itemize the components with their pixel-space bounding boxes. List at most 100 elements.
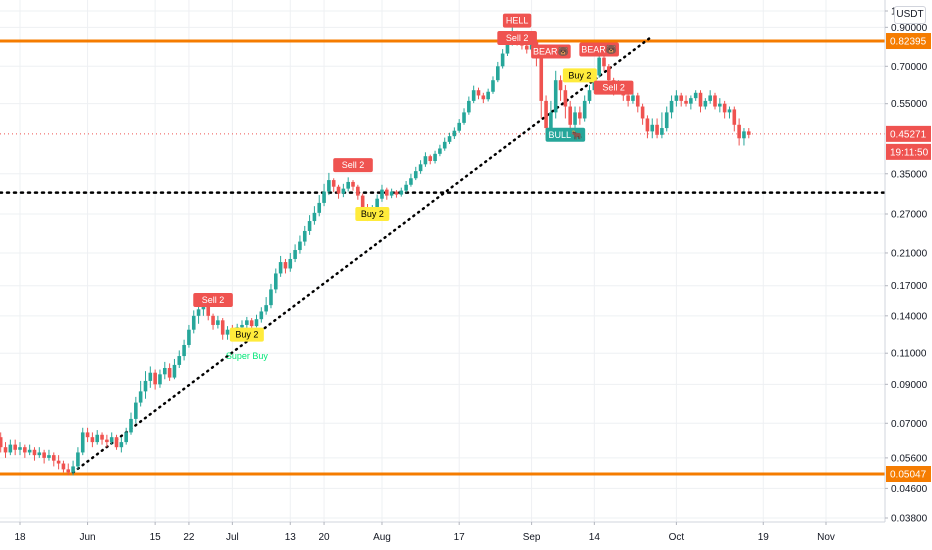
candle-body xyxy=(423,156,428,165)
candle-body xyxy=(182,344,186,357)
candle-body xyxy=(32,449,37,456)
candle-body xyxy=(341,188,346,194)
candle-body xyxy=(13,444,17,450)
candle-body xyxy=(722,103,727,113)
candle-body xyxy=(404,184,408,191)
candle-body xyxy=(476,90,481,96)
candle-body xyxy=(346,181,350,189)
candle-body xyxy=(167,367,172,378)
candle-body xyxy=(679,95,684,101)
candle-body xyxy=(109,437,114,443)
time-tick-label: Sep xyxy=(523,532,541,543)
candle-body xyxy=(650,124,655,132)
candle-body xyxy=(37,452,42,456)
candle-body xyxy=(162,367,167,375)
price-tick-label: 0.17000 xyxy=(891,281,928,292)
candle-body xyxy=(61,463,66,470)
candle-body xyxy=(172,364,177,378)
candle-body xyxy=(669,100,674,113)
signal-label: Buy 2 xyxy=(361,209,384,219)
candle-body xyxy=(100,434,104,440)
time-tick-label: Nov xyxy=(817,532,835,543)
signal-badge xyxy=(579,42,619,57)
candle-body xyxy=(216,320,220,325)
candle-body xyxy=(360,195,365,208)
signal-markers: HELL Sell 2 BEAR🐻 BEAR🐻 Buy 2 Sell 2 BULL🐂 Sell… xyxy=(193,13,634,361)
candle-body xyxy=(640,106,645,119)
grid xyxy=(0,0,885,522)
candle-body xyxy=(220,320,225,335)
candle-body xyxy=(660,128,664,135)
candle-body xyxy=(95,434,100,443)
signal-badge xyxy=(355,206,390,221)
candle-body xyxy=(713,95,717,107)
signal-badge xyxy=(229,327,264,342)
candle-body xyxy=(158,374,162,385)
candle-body xyxy=(124,432,128,443)
candle-body xyxy=(18,447,22,450)
price-tick-label: 0.09000 xyxy=(891,380,928,391)
time-tick-label: 18 xyxy=(14,532,26,543)
signal-label: Sell 2 xyxy=(342,160,365,170)
candle-body xyxy=(177,356,182,365)
signal-label: BEAR🐻 xyxy=(581,44,617,55)
candle-body xyxy=(727,109,732,113)
candle-body xyxy=(524,45,529,50)
signal-badge xyxy=(497,31,537,46)
candle-body xyxy=(264,305,268,312)
candle-body xyxy=(27,449,32,453)
candle-body xyxy=(462,112,466,123)
time-tick-label: 19 xyxy=(758,532,770,543)
price-tick-label: 0.14000 xyxy=(891,311,928,322)
candle-body xyxy=(582,100,587,119)
candle-body xyxy=(322,191,326,203)
candle-body xyxy=(496,66,500,81)
price-tick-label: 0.21000 xyxy=(891,248,928,259)
candle-body xyxy=(607,66,611,81)
candle-body xyxy=(278,262,283,274)
candle-body xyxy=(187,329,191,345)
candle-body xyxy=(442,141,447,149)
time-axis-panel xyxy=(0,522,932,550)
candle-body xyxy=(684,100,688,104)
price-tick-label: 0.90000 xyxy=(891,23,928,34)
price-tick-label: 0.05600 xyxy=(891,453,928,464)
price-label-badge xyxy=(886,143,931,160)
candle-body xyxy=(389,191,394,196)
candle-body xyxy=(317,202,322,213)
time-tick-label: Aug xyxy=(373,532,391,543)
price-label-text: 19:11:50 xyxy=(890,147,929,158)
time-tick-label: 20 xyxy=(318,532,330,543)
signal-label: Buy 2 xyxy=(568,70,591,80)
signal-label: BEAR🐻 xyxy=(533,46,569,57)
candle-body xyxy=(718,103,722,107)
candle-body xyxy=(259,311,264,320)
candle-body xyxy=(327,180,331,192)
price-label-text: 0.82395 xyxy=(890,37,927,48)
candle-body xyxy=(742,131,746,139)
candle-body xyxy=(655,124,659,135)
candle-body xyxy=(191,315,196,330)
candle-body xyxy=(134,402,138,419)
candle-body xyxy=(578,112,582,119)
price-tick-label: 0.55000 xyxy=(891,99,928,110)
candle-body xyxy=(153,372,157,385)
candle-body xyxy=(418,164,423,172)
candle-body xyxy=(438,148,442,154)
candle-body xyxy=(47,455,51,458)
price-tick-label: 0.07000 xyxy=(891,419,928,430)
candle-body xyxy=(254,319,259,327)
candle-body xyxy=(283,262,288,269)
candle-body xyxy=(573,112,577,125)
candle-body xyxy=(375,198,379,209)
signal-badge xyxy=(562,68,597,83)
candle-body xyxy=(645,118,650,132)
time-tick-label: Oct xyxy=(669,532,685,543)
candle-body xyxy=(563,90,568,107)
signal-badge xyxy=(593,80,634,95)
time-tick-label: 22 xyxy=(183,532,195,543)
time-tick-label: 13 xyxy=(285,532,297,543)
currency-badge[interactable]: USDT xyxy=(894,6,926,24)
